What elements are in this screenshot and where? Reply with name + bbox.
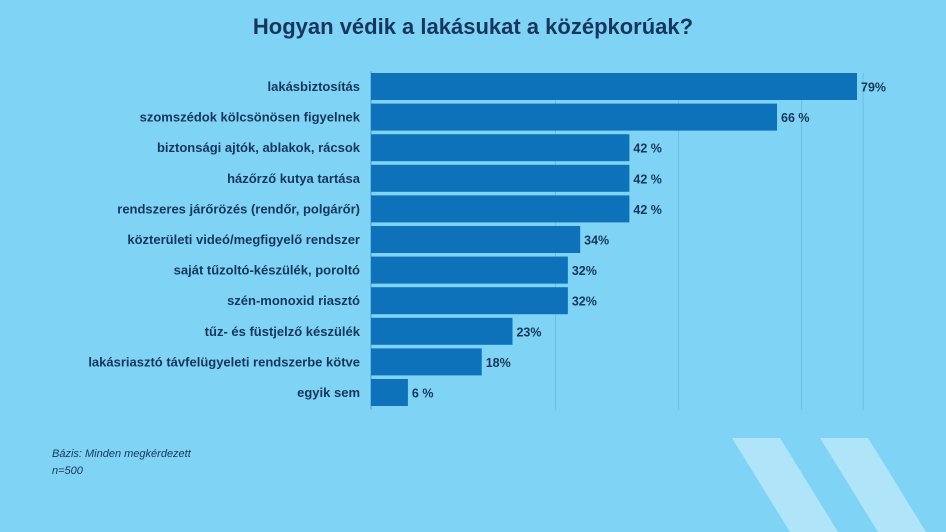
data-label: 66 % <box>781 111 810 125</box>
category-label: biztonsági ajtók, ablakok, rácsok <box>157 140 361 155</box>
bar <box>371 73 857 100</box>
bar <box>371 287 568 315</box>
data-label: 42 % <box>633 203 662 217</box>
category-label: saját tűzoltó-készülék, poroltó <box>174 263 360 278</box>
category-label: közterületi videó/megfigyelő rendszer <box>127 232 360 247</box>
value-labels: 79% 66 % 42 % 42 % 42 % 34% 32% 32% 23% 18% 6 % <box>412 81 886 401</box>
footnote: Bázis: Minden megkérdezett n=500 <box>52 446 191 480</box>
data-label: 32% <box>572 264 597 278</box>
bar <box>371 195 630 223</box>
bar <box>371 103 778 131</box>
chart-title: Hogyan védik a lakásukat a középkorúak? <box>252 14 694 39</box>
bar <box>371 226 581 253</box>
data-label: 32% <box>572 295 597 309</box>
category-labels: lakásbiztosítás szomszédok kölcsönösen fi… <box>88 79 360 400</box>
data-label: 6 % <box>412 387 434 401</box>
category-label: egyik sem <box>297 385 360 400</box>
category-label: rendszeres járőrözés (rendőr, polgárőr) <box>117 201 360 216</box>
category-label: szén-monoxid riasztó <box>227 293 360 308</box>
data-label: 18% <box>486 356 511 370</box>
data-label: 23% <box>516 325 541 339</box>
category-label: tűz- és füstjelző készülék <box>205 324 361 339</box>
bar <box>371 164 630 192</box>
data-label: 79% <box>861 81 886 95</box>
bar <box>371 317 513 345</box>
footnote-base: Bázis: Minden megkérdezett <box>52 448 191 460</box>
data-label: 42 % <box>633 172 662 186</box>
bars <box>371 73 857 406</box>
bar <box>371 134 630 162</box>
bar <box>371 379 408 406</box>
data-label: 42 % <box>633 142 662 156</box>
data-label: 34% <box>584 234 609 248</box>
chevron-decoration-icon <box>732 438 926 532</box>
category-label: lakásbiztosítás <box>268 79 361 94</box>
category-label: szomszédok kölcsönösen figyelnek <box>140 110 361 125</box>
footnote-n: n=500 <box>52 465 83 477</box>
category-label: házőrző kutya tartása <box>227 171 361 186</box>
bar <box>371 256 568 284</box>
category-label: lakásriasztó távfelügyeleti rendszerbe k… <box>88 354 360 369</box>
bar <box>371 348 482 376</box>
